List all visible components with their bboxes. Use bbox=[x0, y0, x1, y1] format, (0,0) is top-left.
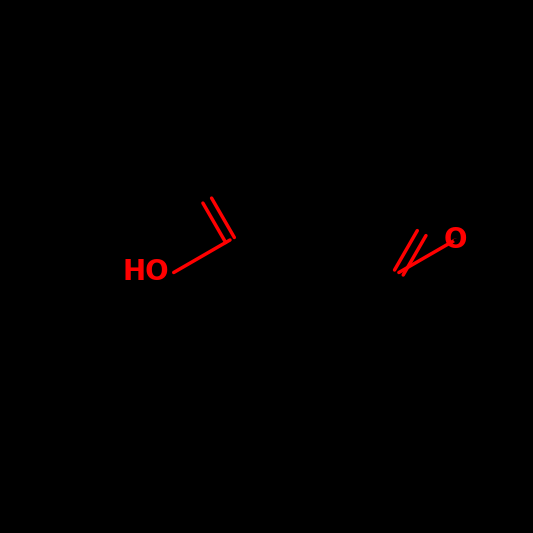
Text: O: O bbox=[443, 226, 467, 254]
Text: HO: HO bbox=[122, 259, 169, 287]
